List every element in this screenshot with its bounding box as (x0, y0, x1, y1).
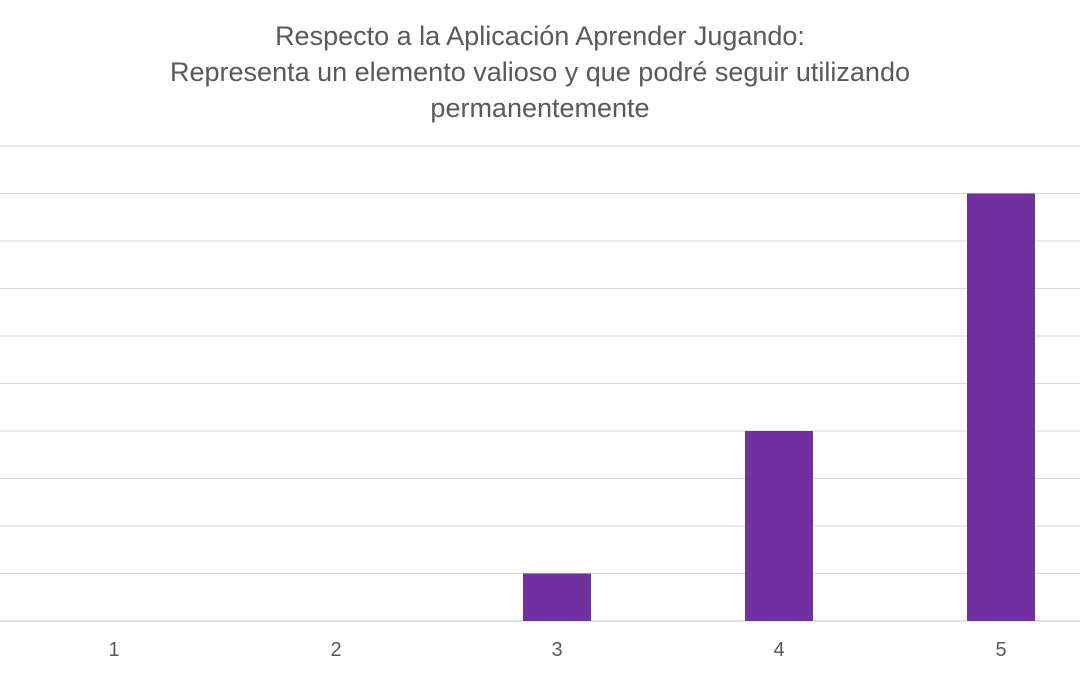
bar-4 (745, 431, 813, 621)
chart-title-line-1: Respecto a la Aplicación Aprender Jugand… (275, 21, 805, 51)
x-tick-label: 3 (551, 639, 562, 661)
bar-3 (523, 573, 591, 621)
x-tick-label: 5 (995, 639, 1006, 661)
bar-5 (967, 193, 1035, 621)
chart-title: Respecto a la Aplicación Aprender Jugand… (0, 18, 1080, 126)
x-tick-label: 1 (108, 639, 119, 661)
x-tick-label: 4 (773, 639, 784, 661)
bars (523, 193, 1035, 621)
x-tick-label: 2 (330, 639, 341, 661)
chart-title-line-3: permanentemente (430, 93, 650, 123)
chart-title-line-2: Representa un elemento valioso y que pod… (170, 57, 910, 87)
gridlines (0, 145, 1080, 622)
x-tick-labels: 1 2 3 4 5 (108, 639, 1006, 661)
